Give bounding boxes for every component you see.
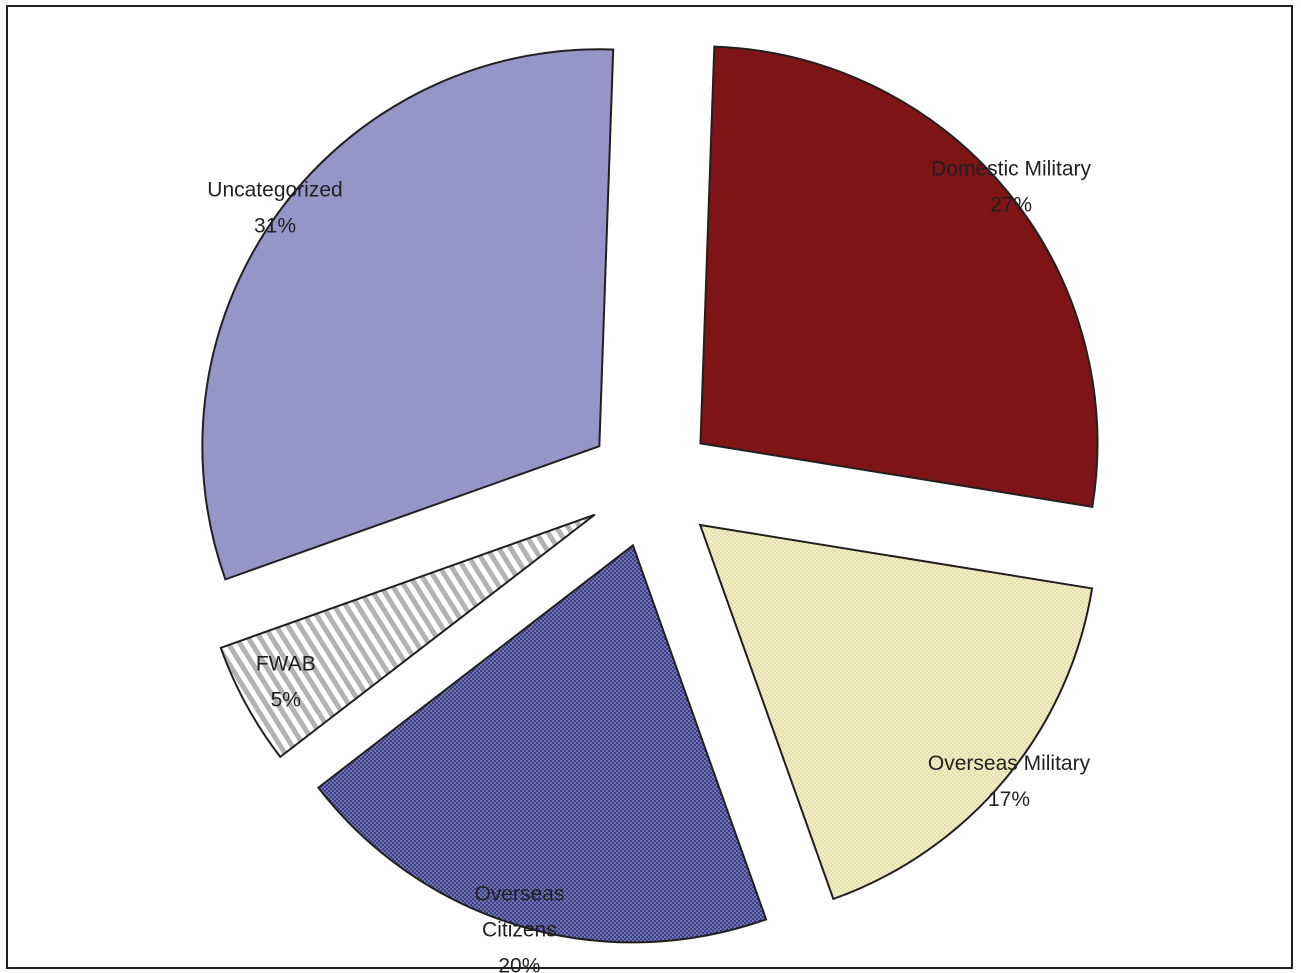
slice-value-label: 17%	[988, 788, 1030, 811]
slice-category-label: Overseas	[474, 883, 564, 906]
slice-category-label: Overseas Military	[928, 752, 1091, 775]
slice-value-label: 27%	[990, 194, 1032, 217]
slice-value-label: 31%	[254, 214, 296, 237]
slice-category-label: Uncategorized	[207, 178, 342, 201]
slice-label-uncategorized: Uncategorized 31%	[207, 178, 342, 237]
slice-value-label: 20%	[498, 955, 540, 973]
labels-layer: Domestic Military 27% Overseas Military 17%…	[207, 158, 1091, 973]
slice-category-label: Citizens	[482, 919, 557, 942]
slice-label-overseas-military: Overseas Military 17%	[928, 752, 1091, 811]
pie-slice-overseas-military	[698, 523, 1094, 901]
pie-slice-fwab	[219, 513, 596, 759]
slice-value-label: 5%	[271, 689, 301, 712]
slice-category-label: Domestic Military	[931, 158, 1091, 181]
slice-label-fwab: FWAB 5%	[256, 653, 316, 712]
slice-label-overseas-citizens: Overseas Citizens 20%	[474, 883, 564, 973]
slice-category-label: FWAB	[256, 653, 316, 676]
pie-slice-domestic-military	[699, 45, 1099, 508]
pie-slice-overseas-citizens	[316, 543, 768, 944]
slices-layer	[201, 45, 1099, 944]
slice-label-domestic-military: Domestic Military 27%	[931, 158, 1091, 217]
pie-slice-uncategorized	[201, 48, 615, 581]
